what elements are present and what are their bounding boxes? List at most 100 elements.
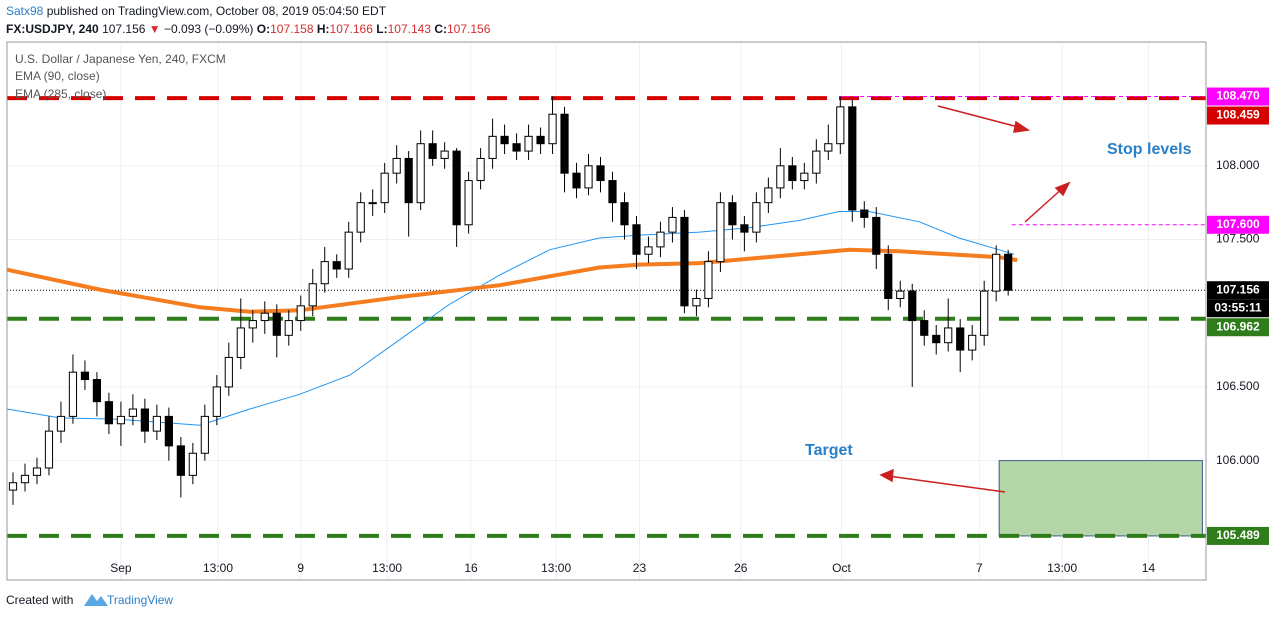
price-label-box — [1207, 106, 1269, 125]
candle-body — [908, 290, 917, 322]
candle-body — [224, 356, 233, 388]
x-tick-label: 13:00 — [203, 561, 233, 575]
candle-body — [764, 187, 773, 204]
close-label: C: — [434, 22, 447, 36]
candle-body — [440, 150, 449, 159]
annotation: Stop levels — [1107, 141, 1192, 158]
y-tick-label: 107.500 — [1216, 232, 1260, 246]
high-label: H: — [317, 22, 330, 36]
x-tick-label: 13:00 — [541, 561, 571, 575]
candle-body — [584, 165, 593, 189]
candle-body — [332, 261, 341, 270]
x-tick-label: 26 — [734, 561, 748, 575]
candle-body — [572, 172, 581, 189]
candle-body — [320, 261, 329, 285]
candle-body — [404, 157, 413, 204]
candle-body — [968, 334, 977, 351]
candle-body — [992, 253, 1001, 292]
candle-body — [212, 386, 221, 417]
candle-body — [188, 452, 197, 476]
grid — [7, 42, 1206, 580]
low-label: L: — [376, 22, 387, 36]
x-tick-label: Oct — [832, 561, 851, 575]
ema-line — [6, 247, 1018, 314]
candle-body — [824, 143, 833, 152]
candle-body — [44, 430, 54, 469]
x-tick-label: 7 — [976, 561, 983, 575]
candle-body — [236, 327, 245, 358]
logo — [84, 594, 108, 606]
x-tick-label: Sep — [110, 561, 132, 575]
candle-body — [860, 209, 869, 218]
candle-body — [392, 157, 401, 174]
price-label: 106.962 — [1216, 319, 1260, 333]
candle-body — [80, 371, 90, 381]
candle-body — [512, 143, 521, 152]
low: 107.143 — [388, 22, 432, 36]
target-zone — [998, 460, 1203, 537]
legend-entry: EMA (90, close) — [15, 69, 100, 83]
candle-body — [980, 290, 989, 336]
direction: ▼ — [149, 22, 161, 36]
candle-body — [668, 216, 677, 233]
candle-body — [536, 135, 545, 145]
countdown: 03:55:11 — [1214, 300, 1262, 314]
price-label-box — [1207, 526, 1269, 545]
x-tick-label: 13:00 — [1047, 561, 1077, 575]
candle-body — [488, 135, 497, 159]
candle-body — [956, 327, 965, 351]
high: 107.166 — [330, 22, 374, 36]
candle-body — [428, 143, 437, 159]
price-label-box — [1207, 215, 1269, 234]
price-label-box — [1207, 87, 1269, 106]
footer: Created with — [6, 593, 73, 607]
footer-brand: TradingView — [107, 593, 173, 607]
candle-body — [872, 216, 881, 255]
open: 107.158 — [270, 22, 314, 36]
candle-body — [260, 312, 269, 322]
candle-body — [200, 415, 209, 454]
candle-body — [812, 150, 821, 174]
candle-body — [752, 202, 761, 233]
price-label: 105.489 — [1216, 528, 1260, 542]
candle-body — [728, 202, 737, 226]
x-tick-label: 16 — [464, 561, 478, 575]
candle-body — [800, 172, 809, 182]
quote-line: FX:USDJPY, 240 107.156 ▼ −0.093 (−0.09%)… — [6, 22, 491, 36]
candle-body — [56, 415, 66, 432]
x-tick-label: 14 — [1142, 561, 1156, 575]
candle-body — [104, 401, 114, 425]
x-tick-label: 9 — [297, 561, 304, 575]
candle-body — [776, 165, 785, 189]
candle-body — [704, 261, 713, 299]
candle-body — [656, 231, 665, 248]
candle-body — [164, 415, 173, 447]
y-tick-label: 108.000 — [1216, 158, 1260, 172]
candle-body — [464, 180, 473, 226]
price-label: 108.459 — [1216, 108, 1260, 122]
candle-body — [152, 415, 161, 432]
close: 107.156 — [447, 22, 491, 36]
candle-body — [1004, 253, 1013, 291]
arrows — [879, 105, 1071, 493]
candle-body — [692, 297, 701, 307]
chart-title: U.S. Dollar / Japanese Yen, 240, FXCM — [15, 52, 226, 66]
open-label: O: — [257, 22, 270, 36]
price-label: 107.156 — [1216, 282, 1260, 296]
candle-body — [944, 327, 953, 344]
candle-body — [680, 216, 689, 307]
price-label-box — [1207, 281, 1269, 300]
candle-body — [644, 246, 653, 255]
published: published on TradingView.com, October 08… — [47, 4, 387, 18]
candle-body — [476, 157, 485, 182]
plot — [6, 96, 1206, 538]
candle-body — [8, 482, 18, 491]
candle-body — [68, 371, 78, 417]
price-label-box — [1207, 318, 1269, 337]
candle-body — [308, 283, 317, 307]
candle-body — [620, 202, 629, 226]
candle-body — [176, 445, 185, 476]
candle-body — [20, 474, 30, 484]
candle-body — [896, 290, 905, 299]
candle-body — [368, 202, 377, 205]
